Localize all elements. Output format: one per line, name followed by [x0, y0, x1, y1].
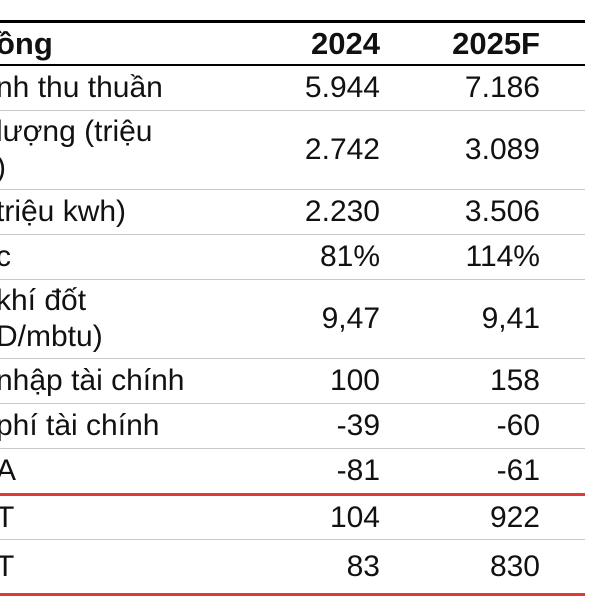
value-2025f: 830 — [489, 549, 540, 583]
row-label: phí tài chính — [0, 409, 160, 442]
value-2024: 104 — [329, 500, 380, 534]
value-2025f: 922 — [489, 500, 540, 534]
header-column-2025f: 2025F — [452, 25, 540, 61]
value-2025f: 114% — [465, 240, 540, 273]
row-label: triệu kwh) — [0, 195, 127, 228]
table-row-profit-pretax: T 104 922 — [0, 496, 585, 540]
table-row-utilization: c 81% 114% — [0, 235, 585, 280]
row-label: lượng (triệu ) — [0, 115, 153, 184]
value-2024: 5.944 — [304, 71, 380, 104]
value-2024: 81% — [319, 240, 380, 273]
table-row-financial-expense: phí tài chính -39 -60 — [0, 404, 585, 449]
table-header-row: ồng 2024 2025F — [0, 20, 585, 66]
row-label: T — [0, 500, 15, 534]
value-2025f: 7.186 — [464, 71, 540, 104]
value-2024: 2.742 — [304, 133, 380, 166]
value-2024: -39 — [336, 409, 380, 442]
row-label: nh thu thuần — [0, 71, 163, 104]
row-label: A — [0, 454, 17, 487]
value-2025f: 3.089 — [464, 133, 540, 166]
row-label: T — [0, 549, 15, 583]
value-2025f: 9,41 — [481, 302, 540, 335]
table-row-gas-price: khí đốt D/mbtu) 9,47 9,41 — [0, 280, 585, 359]
value-2025f: 158 — [489, 364, 540, 397]
value-2024: 2.230 — [304, 195, 380, 228]
table-row-kwh: triệu kwh) 2.230 3.506 — [0, 190, 585, 235]
header-unit-label: ồng — [0, 25, 53, 61]
value-2024: 100 — [329, 364, 380, 397]
row-label: khí đốt D/mbtu) — [0, 284, 103, 353]
table-row-financial-income: nhập tài chính 100 158 — [0, 359, 585, 404]
table-row-profit-aftertax: T 83 830 — [0, 540, 585, 596]
value-2025f: -60 — [496, 409, 540, 442]
row-label: c — [0, 240, 11, 273]
table-row-volume: lượng (triệu ) 2.742 3.089 — [0, 111, 585, 190]
table-row-a: A -81 -61 — [0, 449, 585, 496]
value-2025f: 3.506 — [464, 195, 540, 228]
value-2024: -81 — [336, 454, 380, 487]
value-2024: 83 — [346, 549, 380, 583]
table-row-net-revenue: nh thu thuần 5.944 7.186 — [0, 66, 585, 111]
header-column-2024: 2024 — [311, 25, 380, 61]
financial-table: ồng 2024 2025F nh thu thuần 5.944 7.186 … — [0, 20, 585, 596]
value-2025f: -61 — [496, 454, 540, 487]
value-2024: 9,47 — [321, 302, 380, 335]
row-label: nhập tài chính — [0, 364, 185, 397]
